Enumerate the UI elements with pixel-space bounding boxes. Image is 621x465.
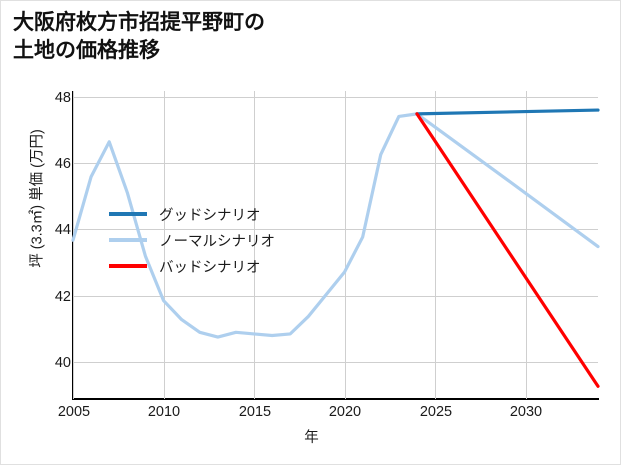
legend-swatch-bad bbox=[109, 264, 147, 268]
gridline-x-2025 bbox=[435, 91, 436, 399]
gridline-x-2005 bbox=[73, 91, 74, 399]
legend-swatch-good bbox=[109, 212, 147, 216]
gridline-y-44 bbox=[73, 229, 598, 230]
plot-area bbox=[71, 91, 600, 399]
legend-label-normal: ノーマルシナリオ bbox=[159, 233, 275, 250]
x-tick-label-2020: 2020 bbox=[328, 404, 362, 420]
legend: グッドシナリオ ノーマルシナリオ バッドシナリオ bbox=[109, 201, 339, 279]
x-tick-label-2030: 2030 bbox=[509, 404, 543, 420]
series-lines bbox=[71, 108, 600, 388]
x-axis-title: 年 bbox=[304, 430, 319, 446]
legend-item-good[interactable]: グッドシナリオ bbox=[109, 201, 339, 227]
series-line-1 bbox=[71, 112, 600, 339]
y-tick-label-40: 40 bbox=[54, 355, 71, 371]
y-tick-label-46: 46 bbox=[54, 156, 71, 172]
legend-swatch-normal bbox=[109, 238, 147, 242]
legend-label-bad: バッドシナリオ bbox=[159, 259, 261, 276]
gridline-y-46 bbox=[73, 163, 598, 164]
y-tick-label-42: 42 bbox=[54, 289, 71, 305]
gridline-y-40 bbox=[73, 362, 598, 363]
gridline-x-2010 bbox=[164, 91, 165, 399]
gridline-y-48 bbox=[73, 97, 598, 98]
x-tick-label-2010: 2010 bbox=[147, 404, 181, 420]
y-tick-label-48: 48 bbox=[54, 90, 71, 106]
gridline-x-2030 bbox=[526, 91, 527, 399]
gridline-x-2015 bbox=[254, 91, 255, 399]
legend-item-bad[interactable]: バッドシナリオ bbox=[109, 253, 339, 279]
y-tick-label-44: 44 bbox=[54, 222, 71, 238]
series-line-0 bbox=[415, 108, 600, 116]
x-tick-label-2015: 2015 bbox=[238, 404, 272, 420]
series-line-2 bbox=[415, 112, 600, 388]
x-tick-label-2025: 2025 bbox=[419, 404, 453, 420]
legend-label-good: グッドシナリオ bbox=[159, 207, 261, 224]
y-axis-title: 坪 (3.3㎡) 単価 (万円) bbox=[29, 129, 46, 268]
gridline-x-2020 bbox=[345, 91, 346, 399]
x-tick-label-2005: 2005 bbox=[57, 404, 91, 420]
gridline-y-42 bbox=[73, 296, 598, 297]
page-title: 大阪府枚方市招提平野町の 土地の価格推移 bbox=[13, 11, 265, 62]
legend-item-normal[interactable]: ノーマルシナリオ bbox=[109, 227, 339, 253]
x-axis-spine bbox=[72, 398, 599, 400]
